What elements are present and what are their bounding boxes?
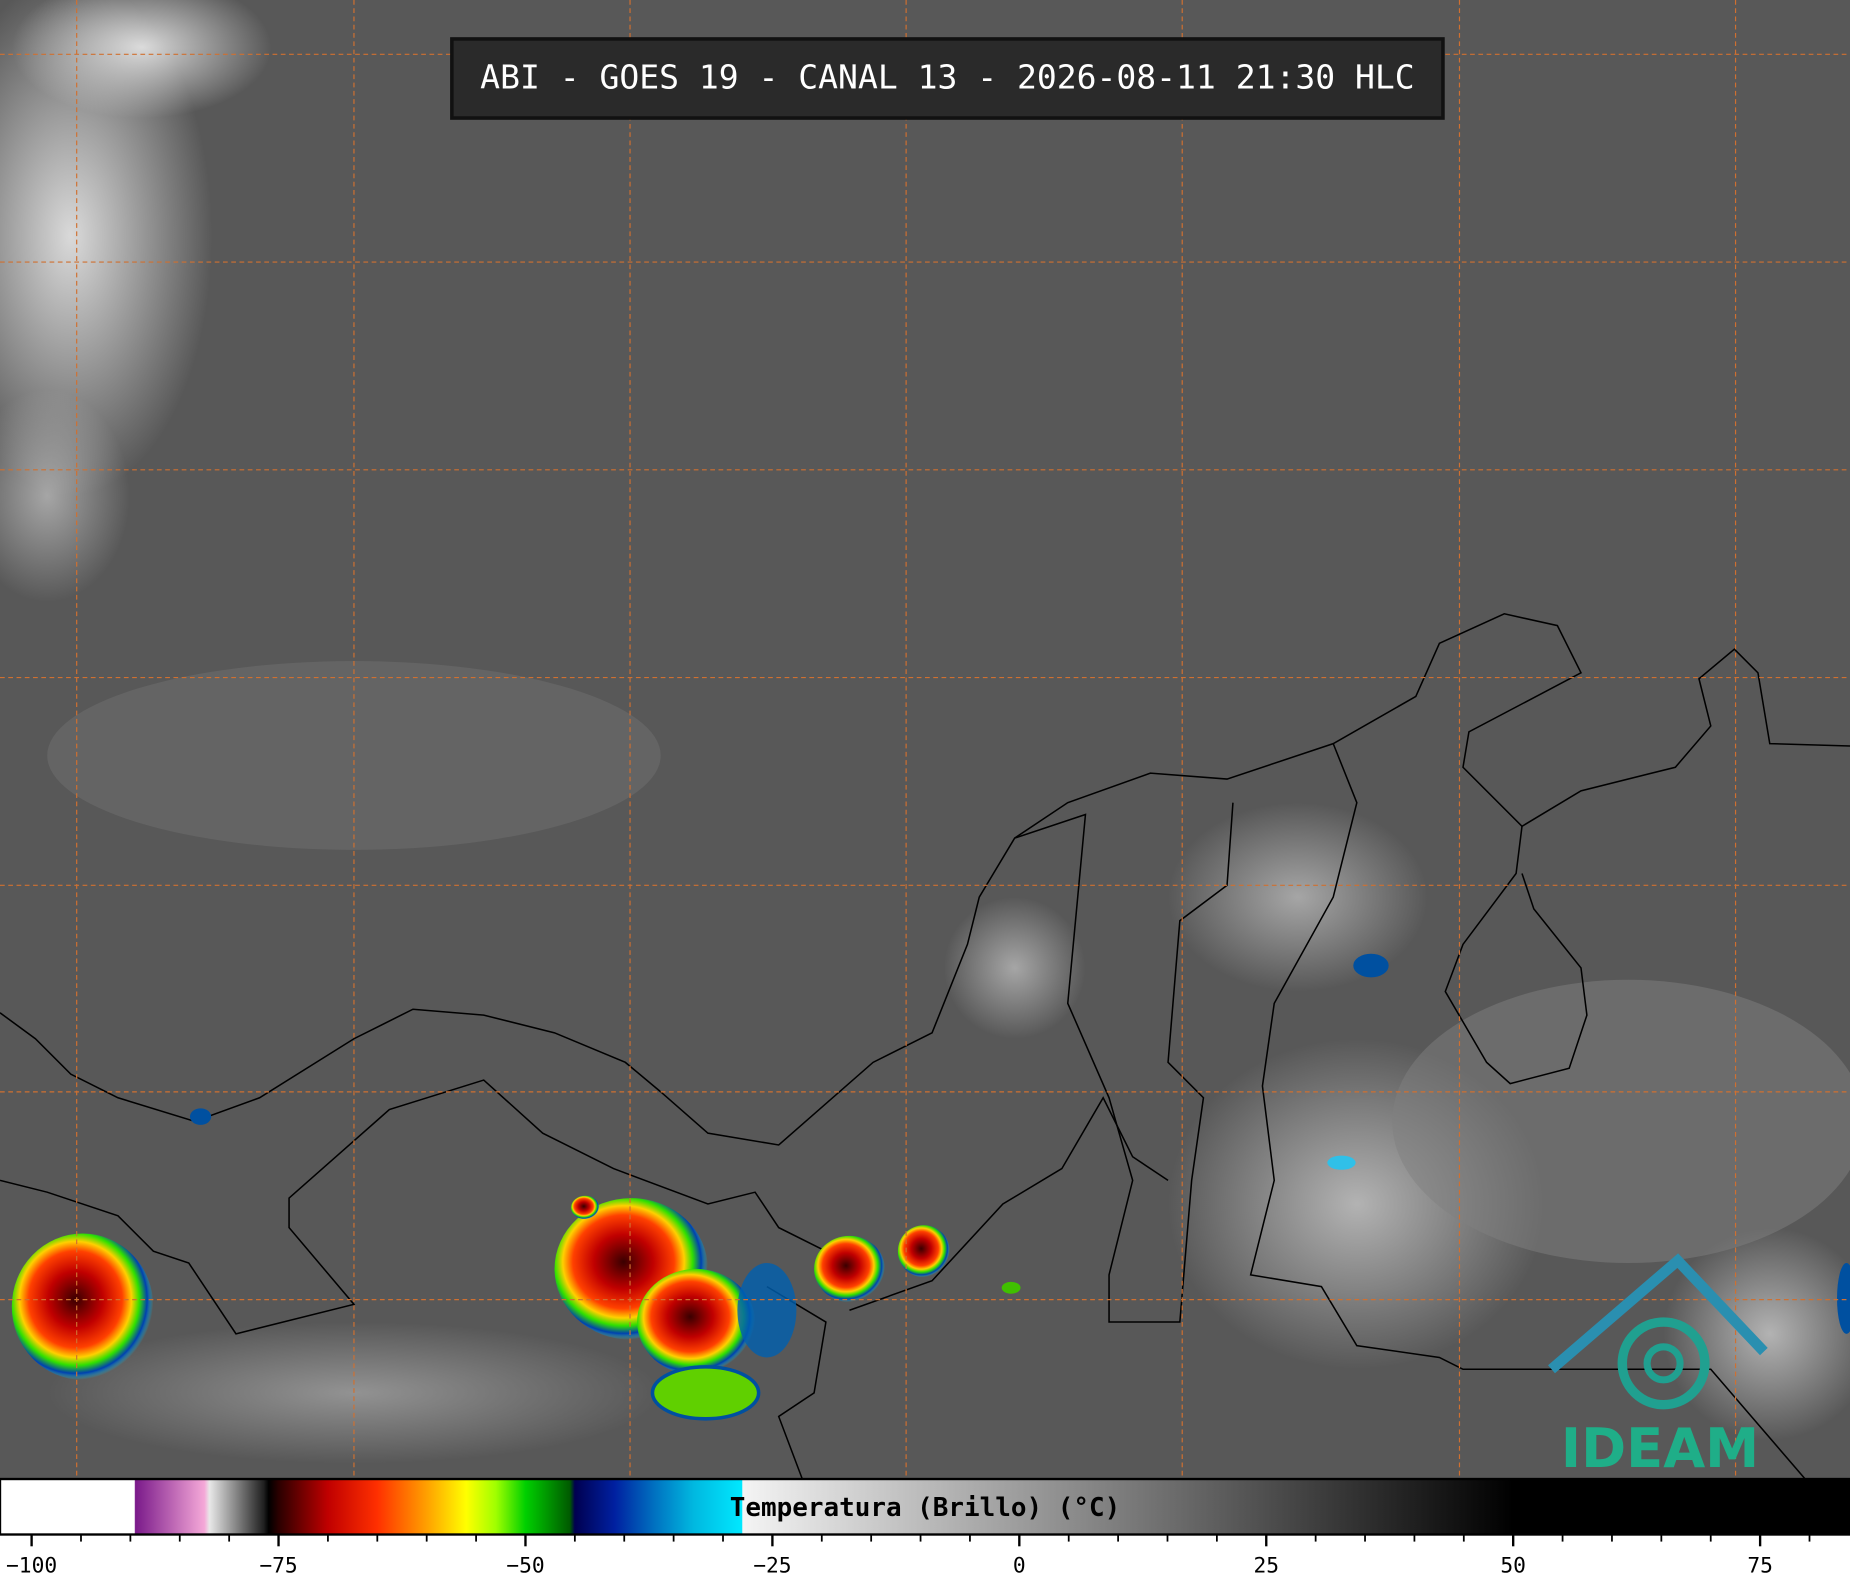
colorbar-tick-label: 25 xyxy=(1253,1553,1279,1577)
colorbar-fill xyxy=(0,1477,1850,1536)
colorbar-tick-label: 0 xyxy=(1013,1553,1026,1577)
colorbar-tick-label: −50 xyxy=(506,1553,544,1577)
colorbar: Temperatura (Brillo) (°C) −100 −75 −50 −25 0 2… xyxy=(0,1477,1850,1577)
colorbar-tick-label: 75 xyxy=(1747,1553,1773,1577)
storm-cells xyxy=(11,953,1850,1421)
colorbar-tick-label: −25 xyxy=(753,1553,791,1577)
coastlines xyxy=(0,612,1850,1480)
title-box xyxy=(450,37,1445,120)
colorbar-tick-label: −75 xyxy=(259,1553,297,1577)
colorbar-tick-label: −100 xyxy=(6,1553,57,1577)
title: ABI - GOES 19 - CANAL 13 - 2026-08-11 21… xyxy=(480,58,1414,97)
logo: IDEAM xyxy=(1548,1253,1768,1480)
graticule xyxy=(0,0,1850,1480)
logo-text: IDEAM xyxy=(1561,1417,1759,1480)
colorbar-tick-label: 50 xyxy=(1500,1553,1526,1577)
colorbar-label: Temperatura (Brillo) (°C) xyxy=(730,1493,1121,1523)
